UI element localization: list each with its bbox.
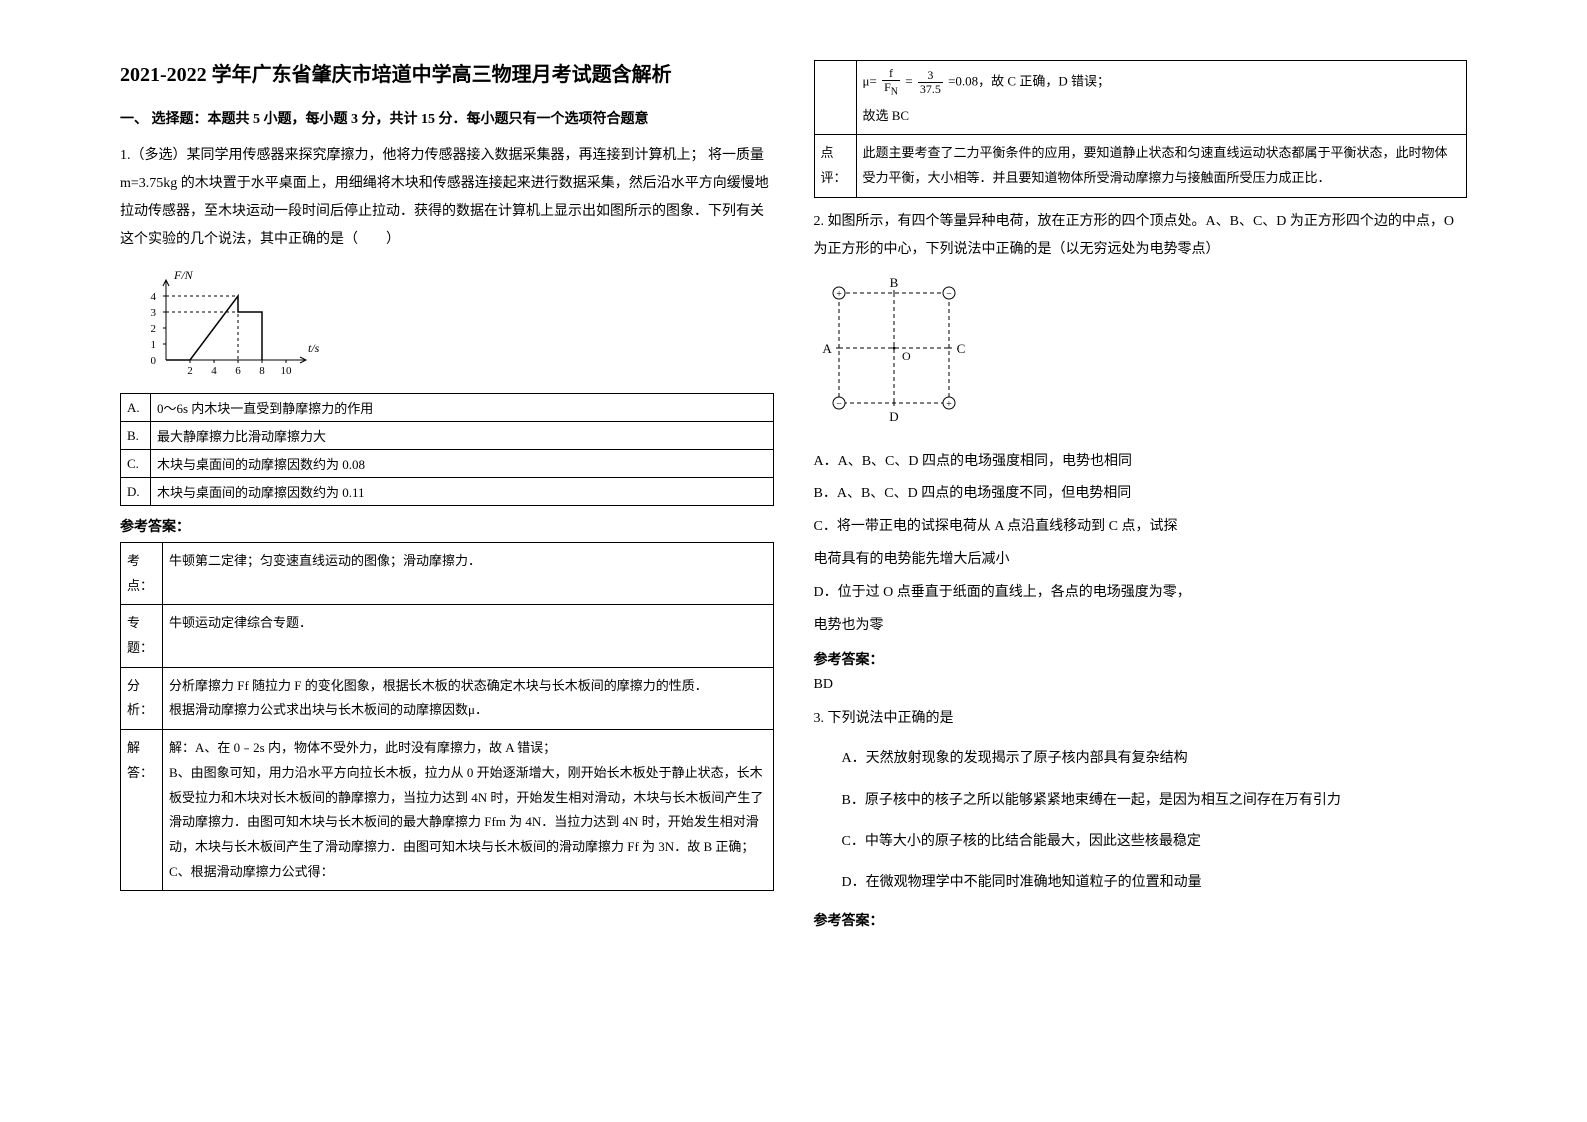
- table-row: 分析： 分析摩擦力 Ff 随拉力 F 的变化图象，根据长木板的状态确定木块与长木…: [121, 667, 774, 729]
- svg-text:+: +: [836, 289, 842, 300]
- q3-stem: 3. 下列说法中正确的是: [814, 705, 1468, 733]
- xtick-3: 8: [259, 365, 265, 377]
- solve-line: B、由图象可知，用力沿水平方向拉长木板，拉力从 0 开始逐渐增大，刚开始长木板处…: [169, 761, 767, 860]
- comment-text: 此题主要考查了二力平衡条件的应用，要知道静止状态和匀速直线运动状态都属于平衡状态…: [856, 135, 1467, 197]
- label-B: B: [889, 278, 898, 290]
- xtick-4: 10: [281, 365, 293, 377]
- frac2-num: 3: [918, 69, 943, 83]
- mu-calc: μ= f FN = 3 37.5 =0.08，故 C 正确，D 错误； 故选 B…: [856, 61, 1467, 135]
- table-row: μ= f FN = 3 37.5 =0.08，故 C 正确，D 错误； 故选 B…: [814, 61, 1467, 135]
- opt-d-text: 木块与桌面间的动摩擦因数约为 0.11: [151, 478, 774, 506]
- q2-opt-b: B．A、B、C、D 四点的电场强度不同，但电势相同: [814, 479, 1468, 510]
- q2-answer: BD: [814, 677, 1468, 693]
- fraction-1: f FN: [882, 67, 900, 98]
- xtick-1: 4: [211, 365, 217, 377]
- ytick-3: 3: [151, 307, 157, 319]
- row-text: 解：A、在 0﹣2s 内，物体不受外力，此时没有摩擦力，故 A 错误； B、由图…: [163, 730, 774, 891]
- q1-chart: 0 1 2 3 4 2 4 6 8 10: [138, 270, 328, 380]
- frac1-den: FN: [882, 81, 900, 97]
- q2-answer-label: 参考答案：: [814, 649, 1468, 669]
- comment-label: 点评：: [814, 135, 856, 197]
- xtick-2: 6: [235, 365, 241, 377]
- ytick-4: 4: [151, 291, 157, 303]
- q1-analysis-continued: μ= f FN = 3 37.5 =0.08，故 C 正确，D 错误； 故选 B…: [814, 60, 1468, 198]
- opt-c-text: 木块与桌面间的动摩擦因数约为 0.08: [151, 450, 774, 478]
- fraction-2: 3 37.5: [918, 69, 943, 96]
- opt-b-key: B.: [121, 422, 151, 450]
- q2-opt-a: A．A、B、C、D 四点的电场强度相同，电势也相同: [814, 447, 1468, 478]
- q3-opt-d: D．在微观物理学中不能同时准确地知道粒子的位置和动量: [814, 863, 1468, 902]
- q2-opt-d: D．位于过 O 点垂直于纸面的直线上，各点的电场强度为零，: [814, 578, 1468, 609]
- right-column: μ= f FN = 3 37.5 =0.08，故 C 正确，D 错误； 故选 B…: [794, 60, 1488, 1062]
- label-D: D: [889, 409, 898, 424]
- xtick-0: 2: [187, 365, 193, 377]
- frac1-den-sub: N: [891, 87, 898, 98]
- label-C: C: [956, 341, 965, 356]
- row-label: 专题：: [121, 605, 163, 667]
- table-row: D. 木块与桌面间的动摩擦因数约为 0.11: [121, 478, 774, 506]
- table-row: 解答： 解：A、在 0﹣2s 内，物体不受外力，此时没有摩擦力，故 A 错误； …: [121, 730, 774, 891]
- q2-stem: 2. 如图所示，有四个等量异种电荷，放在正方形的四个顶点处。A、B、C、D 为正…: [814, 208, 1468, 264]
- q2-opt-c: C．将一带正电的试探电荷从 A 点沿直线移动到 C 点，试探: [814, 512, 1468, 543]
- svg-text:−: −: [946, 289, 952, 300]
- row-label: 解答：: [121, 730, 163, 891]
- frac1-num: f: [882, 67, 900, 81]
- opt-d-key: D.: [121, 478, 151, 506]
- table-row: B. 最大静摩擦力比滑动摩擦力大: [121, 422, 774, 450]
- solve-line: 解：A、在 0﹣2s 内，物体不受外力，此时没有摩擦力，故 A 错误；: [169, 736, 767, 761]
- section1-header: 一、 选择题：本题共 5 小题，每小题 3 分，共计 15 分．每小题只有一个选…: [120, 108, 774, 128]
- q1-analysis-table: 考点： 牛顿第二定律；匀变速直线运动的图像；滑动摩擦力． 专题： 牛顿运动定律综…: [120, 542, 774, 891]
- row-text: 分析摩擦力 Ff 随拉力 F 的变化图象，根据长木板的状态确定木块与长木板间的摩…: [163, 667, 774, 729]
- left-column: 2021-2022 学年广东省肇庆市培道中学高三物理月考试题含解析 一、 选择题…: [100, 60, 794, 1062]
- frac1-den-main: F: [884, 80, 891, 94]
- q2-opt-d2: 电势也为零: [814, 611, 1468, 642]
- y-axis-label: F/N: [173, 270, 194, 282]
- q3-opt-a: A．天然放射现象的发现揭示了原子核内部具有复杂结构: [814, 739, 1468, 778]
- table-row: 考点： 牛顿第二定律；匀变速直线运动的图像；滑动摩擦力．: [121, 543, 774, 605]
- opt-a-text: 0～6s 内木块一直受到静摩擦力的作用: [151, 394, 774, 422]
- mu-prefix: μ=: [863, 73, 877, 88]
- label-O: O: [902, 349, 911, 363]
- ytick-1: 1: [151, 339, 157, 351]
- row-text: 牛顿运动定律综合专题．: [163, 605, 774, 667]
- ytick-2: 2: [151, 323, 157, 335]
- svg-text:+: +: [946, 399, 952, 410]
- row-text: 牛顿第二定律；匀变速直线运动的图像；滑动摩擦力．: [163, 543, 774, 605]
- ytick-0: 0: [151, 355, 157, 367]
- table-row: 专题： 牛顿运动定律综合专题．: [121, 605, 774, 667]
- table-row: C. 木块与桌面间的动摩擦因数约为 0.08: [121, 450, 774, 478]
- row-label: 考点：: [121, 543, 163, 605]
- frac2-den: 37.5: [918, 83, 943, 96]
- eq-sign: =: [905, 73, 912, 88]
- q3-opt-b: B．原子核中的核子之所以能够紧紧地束缚在一起，是因为相互之间存在万有引力: [814, 781, 1468, 820]
- q3-opt-c: C．中等大小的原子核的比结合能最大，因此这些核最稳定: [814, 822, 1468, 861]
- opt-c-key: C.: [121, 450, 151, 478]
- q3-answer-label: 参考答案：: [814, 910, 1468, 930]
- x-axis-label: t/s: [308, 341, 320, 355]
- opt-a-key: A.: [121, 394, 151, 422]
- svg-text:−: −: [836, 399, 842, 410]
- q2-opt-c2: 电荷具有的电势能先增大后减小: [814, 545, 1468, 576]
- doc-title: 2021-2022 学年广东省肇庆市培道中学高三物理月考试题含解析: [120, 60, 774, 90]
- opt-b-text: 最大静摩擦力比滑动摩擦力大: [151, 422, 774, 450]
- q1-options-table: A. 0～6s 内木块一直受到静摩擦力的作用 B. 最大静摩擦力比滑动摩擦力大 …: [120, 393, 774, 506]
- q1-stem: 1.（多选）某同学用传感器来探究摩擦力，他将力传感器接入数据采集器，再连接到计算…: [120, 142, 774, 254]
- choice-line: 故选 BC: [863, 104, 1461, 129]
- blank-label: [814, 61, 856, 135]
- row-label: 分析：: [121, 667, 163, 729]
- table-row: 点评： 此题主要考查了二力平衡条件的应用，要知道静止状态和匀速直线运动状态都属于…: [814, 135, 1467, 197]
- q2-diagram: + − − + B A C D O: [814, 278, 974, 428]
- table-row: A. 0～6s 内木块一直受到静摩擦力的作用: [121, 394, 774, 422]
- q3-block: 3. 下列说法中正确的是 A．天然放射现象的发现揭示了原子核内部具有复杂结构 B…: [814, 705, 1468, 930]
- solve-line: C、根据滑动摩擦力公式得：: [169, 860, 767, 885]
- label-A: A: [822, 341, 832, 356]
- mu-tail: =0.08，故 C 正确，D 错误；: [948, 73, 1110, 88]
- q1-answer-label: 参考答案：: [120, 516, 774, 536]
